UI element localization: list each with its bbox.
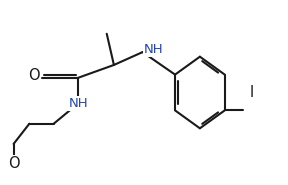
Text: NH: NH: [68, 97, 88, 110]
Text: O: O: [8, 156, 19, 171]
Text: I: I: [250, 85, 254, 100]
Text: O: O: [28, 68, 39, 83]
Text: NH: NH: [143, 43, 163, 56]
